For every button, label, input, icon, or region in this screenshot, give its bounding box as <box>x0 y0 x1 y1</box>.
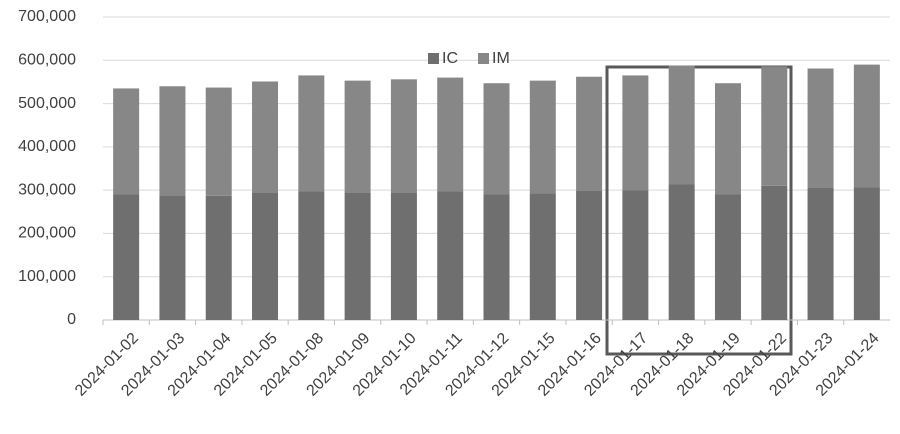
legend-swatch <box>478 53 489 64</box>
bar-segment <box>437 77 464 192</box>
bar-segment <box>437 191 464 320</box>
y-tick-label: 700,000 <box>18 8 76 25</box>
bar-segment <box>390 79 417 193</box>
bar-segment <box>205 195 232 320</box>
y-tick-label: 500,000 <box>18 95 76 112</box>
bar-segment <box>390 192 417 320</box>
bar-segment <box>529 193 556 320</box>
legend-label: IC <box>442 50 458 67</box>
bar-segment <box>622 190 649 320</box>
bar-segment <box>344 80 371 193</box>
bar-segment <box>252 192 279 320</box>
bar-segment <box>761 185 788 320</box>
bar-segment <box>529 80 556 194</box>
bar-segment <box>344 192 371 320</box>
bar-segment <box>205 87 232 196</box>
bar-segment <box>576 76 603 192</box>
bar-segment <box>668 184 695 320</box>
bar-segment <box>668 65 695 185</box>
highlight-box <box>605 65 793 356</box>
bar-segment <box>853 187 880 320</box>
bar-segment <box>252 81 279 193</box>
bar-segment <box>807 68 834 188</box>
bar-segment <box>113 88 140 195</box>
y-tick-label: 0 <box>67 311 76 328</box>
bar-segment <box>298 191 325 320</box>
bar-segment <box>483 194 510 320</box>
bar-segment <box>298 75 325 192</box>
y-tick-label: 100,000 <box>18 268 76 285</box>
y-tick-label: 200,000 <box>18 225 76 242</box>
bar-segment <box>483 83 510 195</box>
legend-label: IM <box>492 50 510 67</box>
y-tick-label: 300,000 <box>18 181 76 198</box>
bar-segment <box>761 66 788 186</box>
bar-segment <box>714 194 741 320</box>
bar-segment <box>576 191 603 320</box>
legend-swatch <box>428 53 439 64</box>
y-tick-label: 400,000 <box>18 138 76 155</box>
bar-segment <box>622 75 649 191</box>
bar-segment <box>714 83 741 195</box>
bar-segment <box>853 64 880 188</box>
bar-segment <box>159 86 186 196</box>
y-tick-label: 600,000 <box>18 52 76 69</box>
bar-segment <box>807 187 834 320</box>
bar-segment <box>113 194 140 320</box>
bar-segment <box>159 195 186 320</box>
